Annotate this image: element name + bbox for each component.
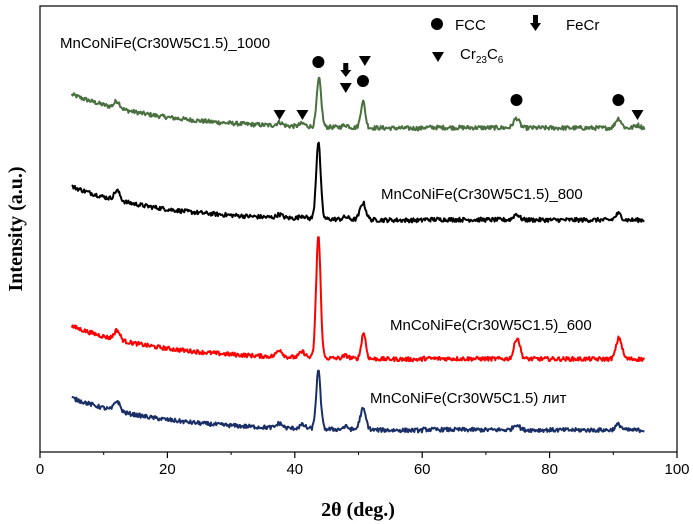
series-label-cast: MnCoNiFe(Cr30W5C1.5) лит: [370, 390, 567, 407]
cr23c6-marker-icon: [358, 56, 371, 66]
legend-fecr-arrow-icon: [530, 15, 541, 31]
fecr-marker-icon: [340, 63, 352, 77]
x-tick-label: 20: [159, 461, 176, 478]
x-tick-label: 80: [541, 461, 558, 478]
fcc-marker-icon: [510, 94, 523, 106]
cr23c6-marker-icon: [631, 110, 644, 120]
series-600-line: [70, 236, 646, 363]
x-tick-label: 60: [414, 461, 431, 478]
series-label-600: MnCoNiFe(Cr30W5C1.5)_600: [390, 317, 592, 334]
x-tick-label: 40: [286, 461, 303, 478]
fcc-marker-icon: [356, 75, 369, 87]
legend-cr23c6-triangle-icon: [432, 52, 444, 62]
x-axis-ticks: 0 20 40 60 80 100: [36, 452, 690, 478]
series-cast-line: [71, 369, 645, 434]
series-label-1000: MnCoNiFe(Cr30W5C1.5)_1000: [60, 35, 270, 52]
series-1000-line: [70, 76, 646, 132]
legend-fcc-label: FCC: [455, 17, 486, 34]
legend-fecr-label: FeCr: [566, 17, 599, 34]
series-label-800: MnCoNiFe(Cr30W5C1.5)_800: [381, 186, 583, 203]
phase-marker-layer: [273, 56, 644, 120]
series-layer: [70, 76, 646, 434]
legend: FCC FeCr Cr23C6: [431, 15, 599, 66]
legend-fcc-circle-icon: [431, 18, 443, 30]
fcc-marker-icon: [612, 94, 625, 106]
x-axis-title: 2θ (deg.): [321, 499, 395, 521]
cr23c6-marker-icon: [296, 110, 309, 120]
legend-cr23c6-label: Cr23C6: [460, 46, 504, 66]
series-800-line: [71, 141, 645, 224]
plot-frame: [39, 5, 678, 453]
x-tick-label: 0: [36, 461, 44, 478]
fcc-marker-icon: [312, 56, 325, 68]
cr23c6-marker-icon: [339, 83, 352, 93]
y-axis-title: Intensity (a.u.): [5, 166, 27, 291]
x-tick-label: 100: [664, 461, 689, 478]
cr23c6-marker-icon: [273, 110, 286, 120]
